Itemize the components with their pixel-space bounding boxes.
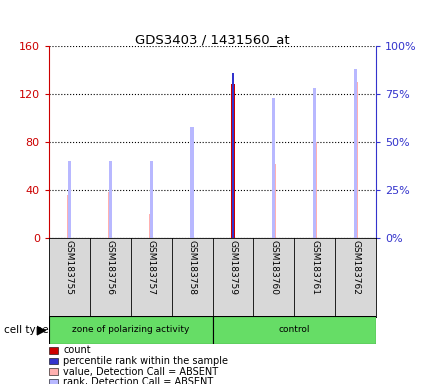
Text: GSM183758: GSM183758: [187, 240, 196, 295]
Bar: [109, 161, 112, 238]
Text: GSM183756: GSM183756: [106, 240, 115, 295]
Bar: [150, 161, 153, 238]
Text: cell type: cell type: [4, 325, 49, 335]
Text: value, Detection Call = ABSENT: value, Detection Call = ABSENT: [63, 367, 218, 377]
Bar: [67, 195, 71, 238]
Bar: [190, 178, 194, 238]
Bar: [313, 142, 317, 238]
Bar: [68, 161, 71, 238]
Text: GSM183755: GSM183755: [65, 240, 74, 295]
Bar: [354, 82, 358, 238]
Bar: [272, 98, 275, 238]
Text: GSM183761: GSM183761: [310, 240, 319, 295]
Text: GDS3403 / 1431560_at: GDS3403 / 1431560_at: [135, 33, 290, 46]
Text: control: control: [278, 325, 310, 334]
Text: GSM183762: GSM183762: [351, 240, 360, 295]
Bar: [49, 316, 212, 344]
Text: percentile rank within the sample: percentile rank within the sample: [63, 356, 228, 366]
Bar: [231, 84, 235, 238]
Bar: [108, 192, 112, 238]
Bar: [190, 127, 194, 238]
Text: ▶: ▶: [37, 323, 47, 336]
Bar: [313, 88, 316, 238]
Bar: [212, 316, 376, 344]
Text: rank, Detection Call = ABSENT: rank, Detection Call = ABSENT: [63, 377, 214, 384]
Text: GSM183760: GSM183760: [269, 240, 278, 295]
Text: GSM183759: GSM183759: [229, 240, 238, 295]
Bar: [232, 73, 234, 238]
Bar: [149, 214, 153, 238]
Bar: [272, 164, 276, 238]
Bar: [354, 69, 357, 238]
Text: zone of polarizing activity: zone of polarizing activity: [72, 325, 190, 334]
Text: GSM183757: GSM183757: [147, 240, 156, 295]
Text: count: count: [63, 345, 91, 355]
